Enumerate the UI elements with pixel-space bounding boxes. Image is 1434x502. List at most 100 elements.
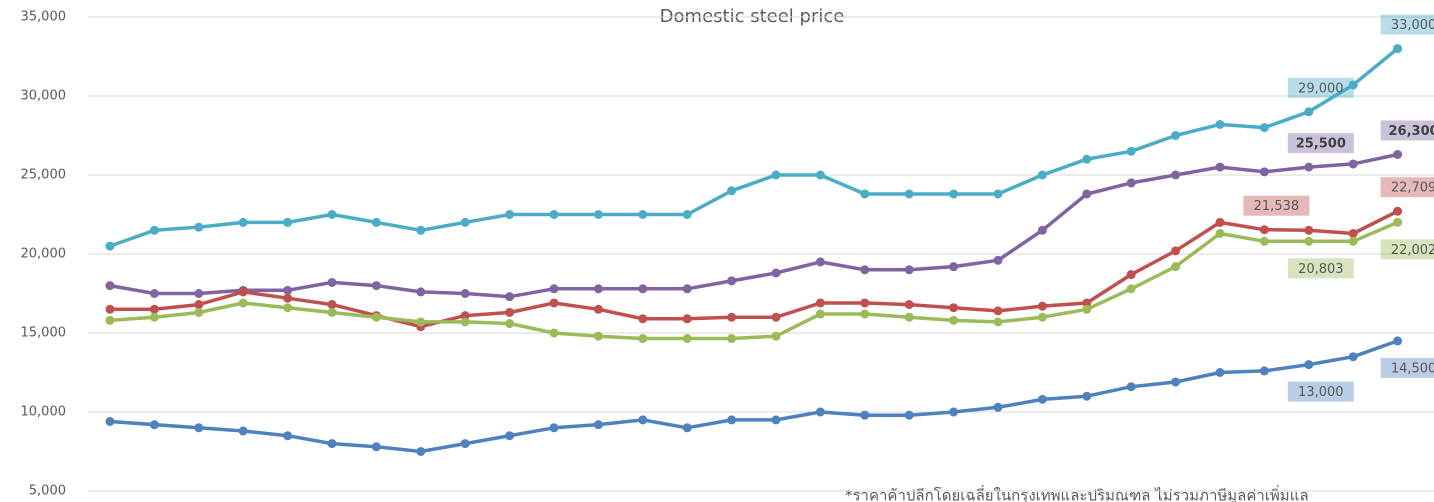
- data-point: [1082, 298, 1092, 308]
- data-point: [549, 298, 559, 308]
- y-tick-label: 30,000: [21, 89, 67, 104]
- data-point: [238, 287, 248, 297]
- data-point: [1037, 225, 1047, 235]
- data-point: [149, 225, 159, 235]
- data-label-box: [1380, 120, 1434, 141]
- data-point: [371, 312, 381, 322]
- data-point: [460, 311, 470, 321]
- data-point: [194, 222, 204, 232]
- data-point: [727, 415, 737, 425]
- data-point: [327, 439, 337, 449]
- data-point: [593, 331, 603, 341]
- y-tick-label: 25,000: [21, 168, 67, 183]
- data-point: [727, 312, 737, 322]
- data-point: [416, 317, 426, 327]
- data-label-box: [1287, 77, 1354, 98]
- data-point: [815, 257, 825, 267]
- data-point: [771, 170, 781, 180]
- series-line: [109, 339, 1399, 454]
- data-label-box: [1380, 177, 1434, 198]
- data-point: [460, 439, 470, 449]
- data-point: [105, 315, 115, 325]
- data-point: [1304, 236, 1314, 246]
- data-point: [1171, 131, 1181, 140]
- data-point: [460, 289, 470, 298]
- footnote: *ราคาค้าปลีกโดยเฉลี่ยในกรุงเทพและปริมณฑล…: [845, 485, 1309, 502]
- y-tick-label: 15,000: [21, 326, 67, 341]
- data-point: [327, 277, 337, 287]
- data-point: [1393, 217, 1403, 227]
- data-point: [149, 420, 159, 430]
- data-point: [815, 298, 825, 308]
- data-point: [1304, 162, 1314, 172]
- data-point: [505, 292, 515, 302]
- data-point: [949, 262, 959, 272]
- data-point: [327, 307, 337, 317]
- data-label-box: [1380, 239, 1434, 260]
- data-point: [105, 241, 115, 251]
- data-point: [1393, 206, 1403, 216]
- data-point: [549, 284, 559, 294]
- data-label: 33,000: [1391, 18, 1434, 33]
- data-label-box: [1287, 381, 1354, 402]
- data-label-box: [1287, 133, 1354, 154]
- data-point: [283, 285, 293, 295]
- data-label: 13,000: [1298, 385, 1344, 400]
- data-point: [1393, 336, 1403, 346]
- data-point: [238, 426, 248, 436]
- data-point: [194, 289, 204, 298]
- data-point: [238, 298, 248, 308]
- data-point: [1348, 159, 1358, 169]
- data-point: [593, 304, 603, 314]
- data-point: [105, 304, 115, 314]
- data-point: [283, 431, 293, 441]
- data-point: [1171, 377, 1181, 387]
- data-point: [771, 415, 781, 425]
- data-point: [1037, 170, 1047, 180]
- data-point: [371, 281, 381, 291]
- data-point: [1215, 368, 1225, 377]
- data-point: [327, 210, 337, 219]
- data-label: 25,500: [1296, 137, 1346, 152]
- data-point: [1259, 167, 1269, 177]
- data-point: [682, 284, 692, 294]
- data-point: [460, 217, 470, 227]
- data-point: [549, 328, 559, 338]
- data-point: [682, 423, 692, 433]
- data-point: [638, 284, 648, 294]
- data-point: [1393, 44, 1403, 54]
- data-point: [993, 255, 1003, 265]
- data-point: [1082, 189, 1092, 199]
- y-tick-label: 10,000: [21, 405, 67, 420]
- data-point: [1259, 366, 1269, 376]
- data-point: [949, 407, 959, 417]
- data-label: 29,000: [1298, 81, 1344, 96]
- data-point: [1259, 225, 1269, 235]
- data-point: [1126, 382, 1136, 392]
- data-point: [1171, 170, 1181, 180]
- data-point: [1171, 262, 1181, 272]
- data-point: [1171, 246, 1181, 256]
- data-point: [1304, 225, 1314, 235]
- data-point: [593, 210, 603, 219]
- series-line: [109, 152, 1398, 299]
- data-point: [1126, 284, 1136, 294]
- data-point: [1082, 304, 1092, 314]
- data-point: [416, 447, 426, 456]
- data-point: [727, 334, 737, 344]
- data-point: [1082, 154, 1092, 164]
- data-point: [1082, 391, 1092, 401]
- data-point: [549, 423, 559, 433]
- data-point: [1126, 178, 1136, 188]
- data-point: [149, 304, 159, 314]
- data-point: [771, 331, 781, 341]
- data-point: [1215, 162, 1225, 172]
- data-point: [149, 312, 159, 322]
- data-label: 22,709: [1391, 181, 1434, 196]
- data-point: [860, 189, 870, 199]
- data-point: [904, 300, 914, 310]
- data-point: [815, 309, 825, 319]
- data-point: [1215, 228, 1225, 238]
